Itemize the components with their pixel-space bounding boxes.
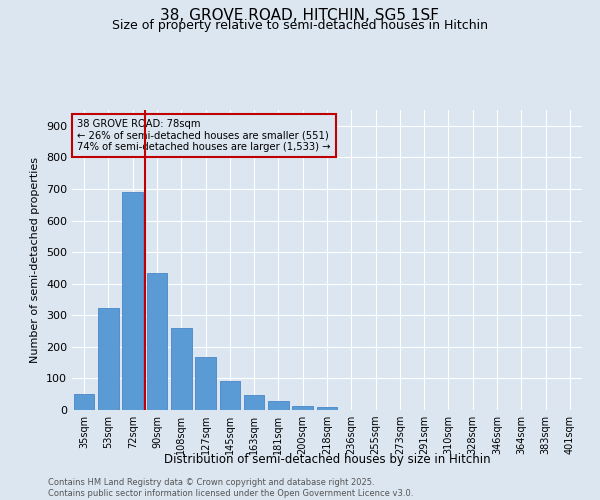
Bar bbox=[74, 394, 94, 410]
Text: Contains HM Land Registry data © Crown copyright and database right 2025.
Contai: Contains HM Land Registry data © Crown c… bbox=[48, 478, 413, 498]
Bar bbox=[220, 380, 240, 410]
Text: Distribution of semi-detached houses by size in Hitchin: Distribution of semi-detached houses by … bbox=[164, 452, 490, 466]
Bar bbox=[171, 328, 191, 410]
Bar bbox=[244, 395, 265, 410]
Bar bbox=[268, 402, 289, 410]
Y-axis label: Number of semi-detached properties: Number of semi-detached properties bbox=[31, 157, 40, 363]
Bar bbox=[98, 308, 119, 410]
Bar bbox=[292, 406, 313, 410]
Bar bbox=[146, 272, 167, 410]
Bar bbox=[317, 408, 337, 410]
Bar bbox=[122, 192, 143, 410]
Text: 38, GROVE ROAD, HITCHIN, SG5 1SF: 38, GROVE ROAD, HITCHIN, SG5 1SF bbox=[161, 8, 439, 22]
Bar bbox=[195, 357, 216, 410]
Text: Size of property relative to semi-detached houses in Hitchin: Size of property relative to semi-detach… bbox=[112, 18, 488, 32]
Text: 38 GROVE ROAD: 78sqm
← 26% of semi-detached houses are smaller (551)
74% of semi: 38 GROVE ROAD: 78sqm ← 26% of semi-detac… bbox=[77, 119, 331, 152]
